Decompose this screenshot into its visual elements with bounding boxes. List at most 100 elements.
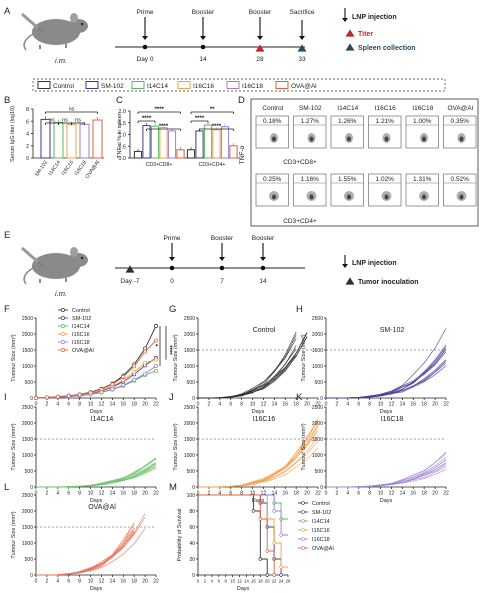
f-xtick-label: 22 <box>153 402 159 408</box>
k-ylabel: Tumour Size (mm³) <box>301 423 307 470</box>
j-xtick-label: 8 <box>240 491 243 497</box>
panel-c-letter: C <box>116 95 123 106</box>
m-legend-marker <box>301 528 305 532</box>
legend-group-label: I16C18 <box>242 83 263 90</box>
d-cell-core <box>384 194 389 200</box>
m-xtick-label: 6 <box>218 579 221 584</box>
d-flow-plot <box>330 115 364 149</box>
panel-j-letter: J <box>169 392 174 403</box>
f-data-point <box>34 396 38 400</box>
d-percent-label: 0.25% <box>263 176 282 183</box>
legend-injection-label-e: LNP injection <box>352 260 397 267</box>
f-xtick-label: 0 <box>35 402 38 408</box>
m-xtick-label: 2 <box>204 579 207 584</box>
panel-f-letter: F <box>4 304 10 315</box>
l-xtick-label: 4 <box>56 579 59 585</box>
d-cell-core <box>459 136 464 142</box>
f-sig-label: **** <box>166 345 172 355</box>
f-ytick-label: 0 <box>30 396 33 402</box>
f-legend-label: I16C18 <box>72 340 90 346</box>
d-percent-label: 0.35% <box>451 118 470 125</box>
f-xtick-label: 18 <box>131 402 137 408</box>
m-legend-marker <box>301 510 305 514</box>
d-row2-label: CD3+CD4+ <box>283 218 317 225</box>
k-xtick-label: 14 <box>400 491 406 497</box>
j-xtick-label: 0 <box>197 491 200 497</box>
mouse-e-needle <box>37 261 45 268</box>
injection-arrow-icon-head <box>169 257 175 261</box>
j-xtick-label: 12 <box>261 491 267 497</box>
g-xtick-label: 14 <box>272 402 278 408</box>
d-cell-core <box>384 136 389 142</box>
event-day-a: Day 0 <box>137 56 154 63</box>
panel-k-letter: K <box>296 392 303 403</box>
m-event-marker <box>272 541 276 545</box>
i-xtick-label: 10 <box>88 491 94 497</box>
c-sig-label: **** <box>212 124 222 130</box>
event-day-a: 33 <box>298 56 306 63</box>
h-xtick-label: 10 <box>378 402 384 408</box>
g-xtick-label: 16 <box>282 402 288 408</box>
d-cell-core <box>309 136 314 142</box>
b-sig-label: ns <box>62 118 68 124</box>
m-event-marker <box>272 509 276 513</box>
inoculation-triangle-icon <box>125 265 135 273</box>
d-cell-core <box>347 136 351 142</box>
event-day-e: 14 <box>259 278 267 285</box>
f-legend-label: I14C14 <box>72 324 90 330</box>
m-ytick-label: 80 <box>189 509 195 515</box>
d-percent-label: 1.21% <box>376 118 395 125</box>
g-xtick-label: 6 <box>229 402 232 408</box>
m-event-marker <box>251 509 256 513</box>
legend-spleen-label: Spleen collection <box>358 45 416 52</box>
f-data-point <box>154 338 158 343</box>
k-xtick-label: 18 <box>421 491 427 497</box>
g-ytick-label: 1500 <box>184 348 195 354</box>
j-ytick-label: 2500 <box>184 405 195 411</box>
d-column-label: I14C14 <box>337 105 358 112</box>
f-xtick-label: 16 <box>120 402 126 408</box>
i-xtick-label: 6 <box>67 491 70 497</box>
m-legend-marker <box>301 537 305 541</box>
f-data-point <box>121 374 126 379</box>
b-ytick-label: 6 <box>26 119 29 125</box>
j-ytick-label: 1500 <box>184 437 195 443</box>
j-xtick-label: 10 <box>250 491 256 497</box>
panel-g-letter: G <box>169 304 176 315</box>
legend-titer-icon <box>345 29 355 37</box>
panel-a-letter: A <box>4 6 11 17</box>
legend-group-label: I14C14 <box>147 83 168 90</box>
f-legend-marker <box>61 324 65 328</box>
d-percent-label: 1.31% <box>413 176 432 183</box>
d-percent-label: 1.00% <box>413 118 432 125</box>
j-ytick-label: 0 <box>192 485 195 491</box>
f-xtick-label: 6 <box>67 402 70 408</box>
k-ytick-label: 1000 <box>312 453 323 459</box>
m-ytick-label: 100 <box>187 493 196 499</box>
b-sig-label: ns <box>75 118 81 124</box>
k-xtick-label: 4 <box>346 491 349 497</box>
h-individual-curve <box>325 348 447 399</box>
l-xtick-label: 20 <box>142 579 148 585</box>
d-percent-label: 1.16% <box>301 176 320 183</box>
d-percent-label: 1.27% <box>301 118 320 125</box>
h-ytick-label: 0 <box>320 396 323 402</box>
legend-spleen-icon <box>345 43 355 51</box>
i-xtick-label: 22 <box>153 491 159 497</box>
b-sig-label: ns <box>69 107 75 113</box>
mouse-a-syringe-icon <box>21 12 39 30</box>
j-xtick-label: 4 <box>218 491 221 497</box>
f-xlabel: Days <box>90 409 103 415</box>
timepoint-dot <box>260 265 266 271</box>
event-day-e: 7 <box>220 278 224 285</box>
m-legend-marker <box>301 546 305 550</box>
b-ytick-label: 8 <box>26 107 29 113</box>
event-label-a: Sacrifice <box>290 9 315 16</box>
g-ytick-label: 500 <box>187 380 196 386</box>
d-yaxis-label: TNF-α <box>239 145 246 164</box>
h-ytick-label: 2000 <box>312 332 323 338</box>
sacrifice-arrow-icon-head <box>299 36 305 40</box>
l-ytick-label: 2500 <box>22 493 33 499</box>
event-label-a: Prime <box>137 9 154 16</box>
